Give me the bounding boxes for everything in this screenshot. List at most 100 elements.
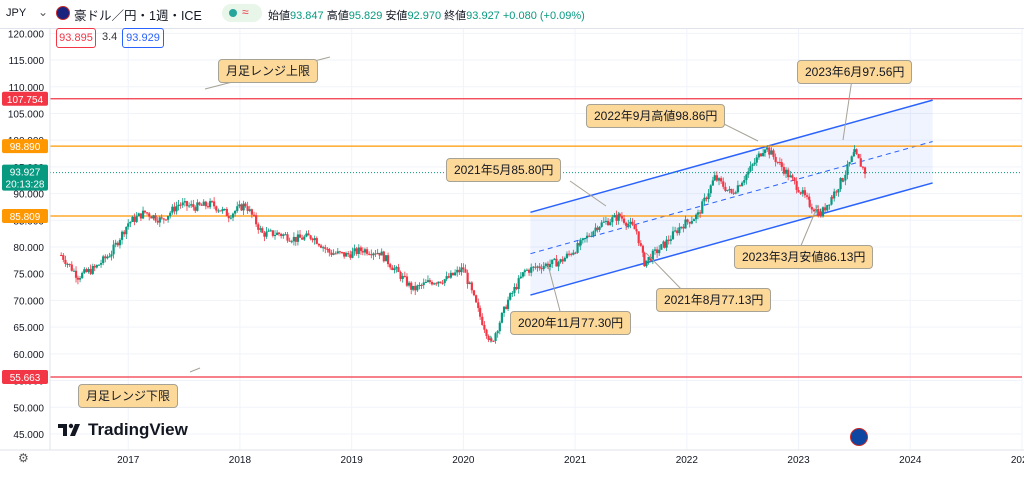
candle-body: [757, 153, 760, 158]
candle-body: [671, 231, 675, 240]
candle-body: [766, 147, 769, 150]
candle-body: [231, 213, 235, 218]
candle-body: [315, 238, 318, 244]
candle-body: [284, 234, 287, 236]
candle-body: [542, 266, 545, 270]
candle-body: [317, 243, 321, 246]
annotation-2022-09[interactable]: 2022年9月高値98.86円: [586, 104, 726, 128]
candle-body: [129, 221, 132, 224]
candle-body: [152, 215, 155, 219]
candle-body: [229, 217, 232, 219]
candle-body: [774, 156, 777, 162]
high-label: 高値: [326, 10, 349, 22]
candle-body: [561, 259, 564, 262]
candle-body: [66, 263, 69, 265]
candle-body: [290, 241, 293, 243]
candle-body: [570, 253, 573, 255]
level-price-text: 55.663: [10, 373, 41, 384]
candle-body: [449, 272, 452, 278]
sell-button[interactable]: 93.895: [56, 28, 96, 48]
candle-body: [751, 164, 754, 167]
tradingview-logo-icon: [58, 423, 80, 436]
candle-body: [120, 231, 124, 240]
candle-body: [259, 228, 262, 230]
candle-body: [709, 185, 712, 194]
candle-body: [185, 201, 189, 207]
y-tick-label: 60.000: [13, 350, 44, 361]
annotation-leaders: [189, 56, 853, 373]
candle-body: [730, 188, 733, 193]
candle-body: [835, 191, 838, 193]
candle-body: [837, 189, 840, 193]
chevron-down-icon[interactable]: ⌄: [38, 5, 49, 19]
candle-body: [399, 272, 402, 279]
candle-body: [428, 280, 431, 282]
level-price-text: 98.890: [10, 142, 41, 153]
candle-body: [565, 253, 569, 258]
annotation-2021-05[interactable]: 2021年5月85.80円: [446, 158, 562, 182]
settings-gear-icon[interactable]: ⚙: [18, 451, 29, 465]
annotation-2023-06[interactable]: 2023年6月97.56円: [797, 60, 913, 84]
candle-body: [294, 236, 297, 242]
annotation-range-upper[interactable]: 月足レンジ上限: [218, 59, 319, 83]
annotation-2020-11[interactable]: 2020年11月77.30円: [510, 311, 632, 335]
candle-body: [133, 216, 136, 222]
candle-body: [263, 232, 266, 237]
market-status-badge[interactable]: ≈: [222, 4, 262, 22]
candle-body: [555, 258, 558, 267]
candle-body: [150, 216, 153, 219]
candle-body: [633, 224, 636, 230]
candle-body: [824, 207, 827, 211]
candle-body: [89, 268, 92, 274]
candle-body: [328, 249, 331, 253]
candle-body: [724, 186, 727, 191]
channel-upper-line: [530, 99, 933, 214]
x-tick-label: 2022: [676, 455, 699, 466]
candle-body: [78, 278, 82, 280]
candle-body: [846, 164, 849, 175]
candle-body: [615, 215, 618, 221]
candle-body: [707, 193, 710, 200]
candle-body: [246, 206, 249, 211]
candle-body: [357, 247, 360, 254]
candle-body: [393, 268, 396, 271]
candle-body: [353, 248, 356, 252]
annotation-leader-line: [799, 204, 819, 249]
annotation-2021-08[interactable]: 2021年8月77.13円: [656, 288, 772, 312]
candle-body: [106, 256, 109, 259]
candle-body: [711, 180, 714, 186]
candle-body: [532, 266, 535, 268]
candle-body: [326, 248, 329, 250]
open-value: 93.847: [290, 10, 324, 22]
candle-body: [763, 149, 767, 154]
candle-body: [519, 276, 522, 279]
candle-body: [713, 175, 716, 181]
candle-body: [653, 249, 657, 251]
australia-flag-icon: [850, 428, 868, 446]
candle-body: [171, 206, 174, 213]
annotation-range-lower[interactable]: 月足レンジ下限: [78, 384, 179, 408]
buy-button[interactable]: 93.929: [122, 28, 164, 48]
level-price-text: 107.754: [7, 95, 44, 106]
candle-body: [506, 299, 510, 309]
candle-body: [123, 231, 126, 235]
candle-body: [848, 162, 851, 165]
candle-body: [307, 233, 310, 236]
candle-body: [257, 224, 260, 230]
candle-body: [175, 206, 178, 212]
x-tick-label: 2020: [452, 455, 475, 466]
symbol-title[interactable]: 豪ドル／円・1週・ICE: [74, 9, 202, 23]
candle-body: [701, 201, 704, 214]
candle-body: [177, 204, 180, 207]
candle-body: [795, 181, 798, 190]
symbol-select[interactable]: JPY: [6, 7, 27, 19]
high-value: 95.829: [348, 10, 383, 22]
annotation-2023-03[interactable]: 2023年3月安値86.13円: [734, 245, 874, 269]
close-label: 終値: [444, 10, 467, 22]
candle-body: [410, 282, 413, 290]
candle-body: [221, 208, 224, 212]
candle-body: [738, 185, 742, 187]
candle-body: [649, 256, 652, 261]
candle-body: [380, 251, 383, 256]
